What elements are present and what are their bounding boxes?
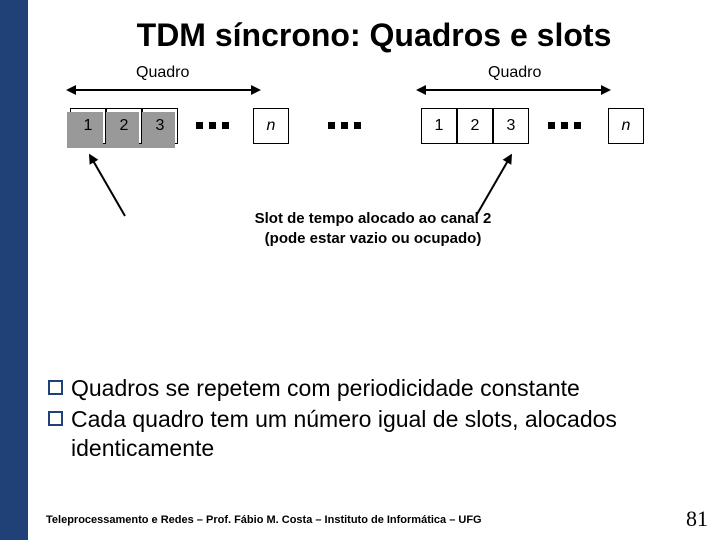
arrow-left-head (66, 85, 76, 95)
arrow-left-head2 (251, 85, 261, 95)
slot-2-left: 2 (106, 108, 142, 144)
arrow-right-head2 (601, 85, 611, 95)
pointer-left (89, 155, 126, 217)
arrow-left-line (76, 89, 251, 91)
caption-line1: Slot de tempo alocado ao canal 2 (255, 210, 492, 227)
slot-3-right: 3 (493, 108, 529, 144)
slot-2-right: 2 (457, 108, 493, 144)
arrow-right-head (416, 85, 426, 95)
content: TDM síncrono: Quadros e slots Quadro Qua… (28, 0, 720, 540)
slot-3-left: 3 (142, 108, 178, 144)
bullet-marker-icon (48, 380, 63, 395)
bullet-marker-icon (48, 411, 63, 426)
dots-1 (196, 122, 229, 129)
slot-n-left: n (253, 108, 289, 144)
slot-1-left: 1 (70, 108, 106, 144)
quadro-label-right: Quadro (488, 64, 541, 82)
caption-line2: (pode estar vazio ou ocupado) (265, 230, 482, 247)
arrow-right-line (426, 89, 601, 91)
slot-n-right: n (608, 108, 644, 144)
page-number: 81 (686, 506, 708, 532)
bullet-item: Cada quadro tem um número igual de slots… (48, 405, 690, 463)
slot-caption: Slot de tempo alocado ao canal 2 (pode e… (173, 209, 573, 248)
sidebar (0, 0, 28, 540)
pointer-right (475, 155, 512, 217)
dots-2 (548, 122, 581, 129)
slide-title: TDM síncrono: Quadros e slots (28, 16, 720, 54)
slot-1-right: 1 (421, 108, 457, 144)
dots-center (328, 122, 361, 129)
footer-text: Teleprocessamento e Redes – Prof. Fábio … (46, 514, 482, 526)
bullets: Quadros se repetem com periodicidade con… (28, 374, 720, 462)
tdm-diagram: Quadro Quadro 1 2 3 n 1 2 3 n Sl (28, 64, 720, 224)
bullet-text: Quadros se repetem com periodicidade con… (71, 374, 580, 403)
quadro-label-left: Quadro (136, 64, 189, 82)
bullet-item: Quadros se repetem com periodicidade con… (48, 374, 690, 403)
bullet-text: Cada quadro tem um número igual de slots… (71, 405, 690, 463)
